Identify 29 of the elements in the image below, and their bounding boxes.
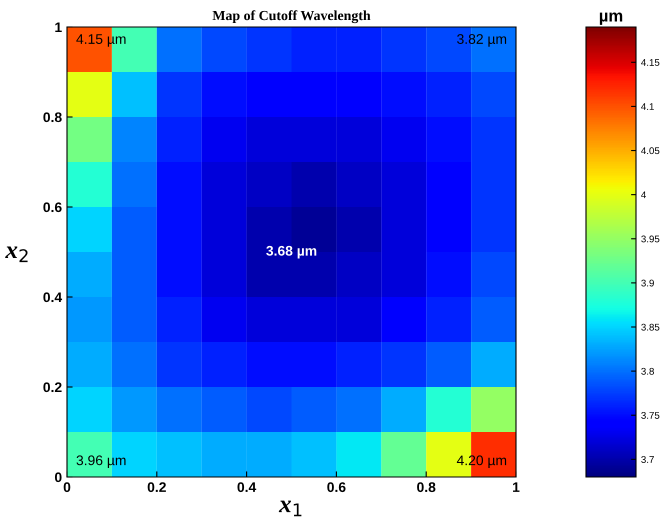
color-bar-label: 3.85	[641, 324, 660, 331]
y-tick-label: 1	[55, 22, 62, 32]
color-bar-label: 3.8	[641, 368, 654, 375]
annotation: 3.96 µm	[76, 455, 126, 468]
color-bar-label: 4.1	[641, 103, 654, 110]
color-bar-label: 4.05	[641, 147, 660, 154]
x-tick-label: 1	[513, 482, 520, 492]
y-tick-label: 0.6	[43, 202, 62, 212]
color-bar-label: 3.95	[641, 236, 660, 242]
x-tick-label: 0.8	[417, 482, 436, 492]
x-tick-label: 0	[64, 482, 70, 492]
x-tick-label: 0.2	[148, 482, 166, 492]
y-tick-label: 0.8	[43, 112, 62, 122]
color-bar-title: µm	[600, 12, 622, 25]
color-bar-label: 4.15	[641, 59, 660, 66]
y-tick-label: 0	[54, 472, 62, 482]
y-tick-label: 0.2	[43, 382, 62, 392]
y-axis-title: x$_{2}$	[5, 246, 28, 262]
x-tick-label: 0.6	[327, 482, 346, 492]
color-bar-label: 3.9	[641, 280, 654, 286]
x-tick-label: 0.4	[237, 482, 256, 492]
color-bar-label: 3.75	[641, 412, 660, 419]
x-axis-title: x$_{1}$	[278, 500, 302, 516]
annotation: 3.82 µm	[457, 34, 506, 47]
y-tick-label: 0.4	[43, 292, 62, 302]
color-bar-label: 4	[641, 191, 646, 198]
color-bar-label: 3.7	[641, 456, 654, 463]
annotation: 3.68 µm	[266, 246, 316, 258]
chart-title: Map of Cutoff Wavelength	[212, 10, 370, 24]
